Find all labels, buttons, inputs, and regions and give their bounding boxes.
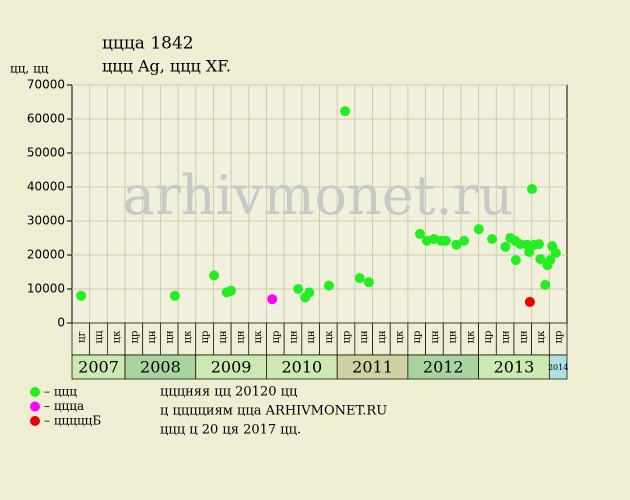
y-tick-label: 30000 [27,214,65,228]
watermark: arhivmonet.ru [123,164,513,227]
data-point [459,235,470,246]
quarter-label: цн [430,330,441,343]
y-axis-label: цц, цц [10,62,49,76]
data-point [510,255,521,266]
data-point [225,285,236,296]
legend-swatch [30,387,40,397]
quarter-label: цк [112,330,123,343]
quarter-label: цн [147,330,158,343]
y-tick-label: 70000 [27,78,65,92]
y-tick-label: 40000 [27,180,65,194]
data-point [354,273,365,284]
quarter-label: цн [165,330,176,343]
legend-label: – ццц [44,385,77,399]
year-cell [336,354,409,380]
quarter-label: цн [359,330,370,343]
data-point [293,284,304,294]
footer-text: ццц ц 20 ця 2017 цц. [160,423,301,438]
quarter-label: цк [253,330,264,343]
quarter-label: цц [94,330,105,343]
quarter-label: цк [182,330,193,343]
quarter-label: цк [536,330,547,343]
data-point [487,234,498,245]
year-cell [195,354,267,380]
chart-subtitle: ццц Ag, ццц XF. [102,57,231,76]
y-tick-label: 20000 [27,248,65,262]
data-point [524,246,535,257]
quarter-label: цк [324,330,335,343]
data-point [535,254,546,265]
quarter-label: цн [306,330,317,343]
quarter-label: цн [235,330,246,343]
y-tick-label: 60000 [27,112,65,126]
data-point [451,239,462,250]
quarter-label: цн [377,330,388,343]
year-cell [478,354,550,380]
data-point [304,287,315,298]
year-cell [407,354,479,380]
quarter-label: цр [554,331,565,344]
year-label: 2011 [352,358,393,377]
data-point [440,235,451,246]
y-tick-label: 10000 [27,282,65,296]
year-label: 2013 [494,358,535,377]
quarter-label: цр [342,331,353,344]
data-point [500,241,511,252]
quarter-label: цг [76,331,87,343]
year-cell [266,354,338,380]
year-cell [548,354,568,380]
chart-title: ццца 1842 [102,34,194,54]
data-point [76,290,87,301]
footer-text: цццняя цц 20120 цц [160,385,297,400]
y-tick-label: 0 [57,316,65,330]
quarter-label: цн [448,330,459,343]
data-point [267,294,278,305]
year-label: 2012 [423,358,464,377]
footer-text: ц цццциям ццa ARHIVMONET.RU [160,404,387,419]
data-point [414,228,425,239]
year-label: 2009 [211,358,252,377]
data-point [533,239,544,250]
data-point [169,290,180,301]
legend-swatch [30,416,40,426]
quarter-label: цр [129,331,140,344]
year-label: 2010 [281,358,322,377]
legend-label: – цццццБ [44,414,101,428]
year-label: 2007 [78,358,119,377]
quarter-label: цр [412,331,423,344]
quarter-label: цр [271,331,282,344]
data-point [209,270,220,281]
y-tick-label: 50000 [27,146,65,160]
quarter-label: цр [483,331,494,344]
legend-swatch [30,401,40,412]
data-point [550,247,561,258]
quarter-label: цн [501,330,512,343]
quarter-label: цр [200,331,211,344]
data-point [545,255,556,266]
quarter-label: цк [465,330,476,343]
data-point [323,280,334,291]
data-point [473,224,484,235]
data-point [526,184,537,195]
quarter-label: цн [218,330,229,343]
quarter-label: цк [395,330,406,343]
year-label: 2014 [548,363,568,372]
legend-label: – ццца [44,399,84,413]
year-label: 2008 [140,358,181,377]
quarter-label: цн [288,330,299,343]
quarter-label: цн [518,330,529,343]
data-point [363,277,374,288]
data-point [540,279,551,290]
data-point [340,106,351,117]
data-point [524,296,535,307]
